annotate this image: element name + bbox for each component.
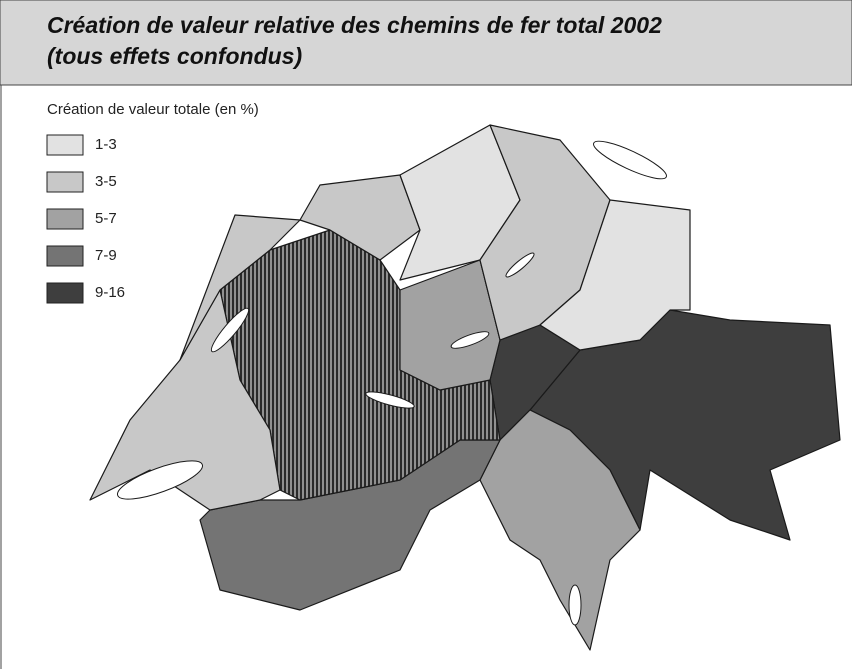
- legend-swatch: [46, 245, 84, 267]
- lake: [450, 331, 490, 349]
- legend: 1-3 3-5 5-7 7-9 9-16: [46, 134, 125, 304]
- legend-label: 9-16: [95, 284, 125, 301]
- legend-swatch: [46, 171, 84, 193]
- legend-label: 1-3: [95, 136, 117, 153]
- lake: [210, 307, 250, 353]
- title-line: Création de valeur relative des chemins …: [47, 12, 662, 38]
- title-line: (tous effets confondus): [47, 43, 302, 69]
- legend-label: 7-9: [95, 247, 117, 264]
- lake: [365, 391, 415, 409]
- lake: [117, 460, 203, 500]
- lake: [505, 252, 535, 278]
- map: [89, 124, 841, 651]
- lake: [568, 584, 582, 626]
- legend-swatch: [46, 134, 84, 156]
- legend-swatch: [46, 208, 84, 230]
- legend-title: Création de valeur totale (en %): [47, 101, 259, 118]
- legend-label: 5-7: [95, 210, 117, 227]
- lake: [593, 140, 667, 180]
- legend-swatch: [46, 282, 84, 304]
- legend-label: 3-5: [95, 173, 117, 190]
- header-band: [0, 0, 852, 86]
- region: [479, 409, 641, 651]
- region: [179, 214, 301, 361]
- region: [539, 199, 691, 351]
